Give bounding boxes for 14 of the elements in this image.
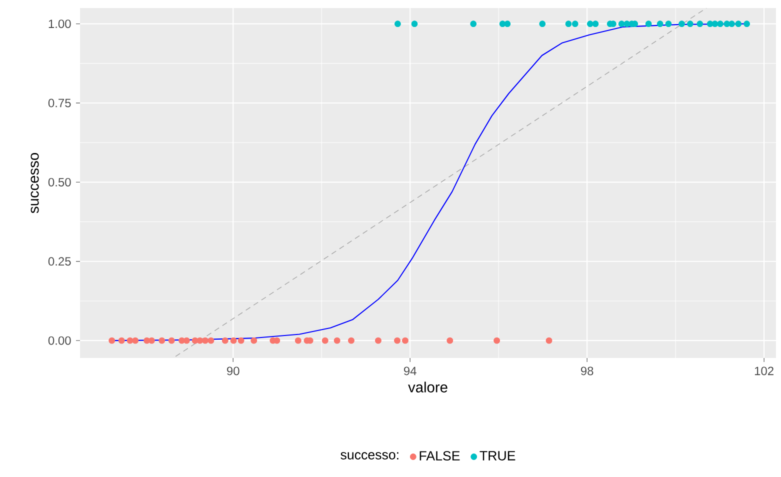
y-tick-label: 0.75: [48, 98, 71, 108]
x-tick-label: 94: [404, 366, 416, 376]
legend-label: TRUE: [480, 451, 516, 460]
legend-title: successo:: [340, 452, 398, 460]
legend-label: FALSE: [420, 451, 460, 461]
y-tick-label: 1.00: [48, 20, 71, 28]
x-tick-label: 98: [580, 366, 594, 376]
x-tick-label: 102: [754, 366, 774, 376]
y-tick-label: 0.25: [48, 257, 71, 266]
y-tick-label: 0.00: [48, 336, 71, 345]
x-tick-label: 90: [226, 366, 240, 376]
y-tick-label: 0.50: [48, 178, 71, 186]
x-axis-title: valore: [408, 382, 448, 392]
y-axis-title: successo: [30, 153, 39, 214]
